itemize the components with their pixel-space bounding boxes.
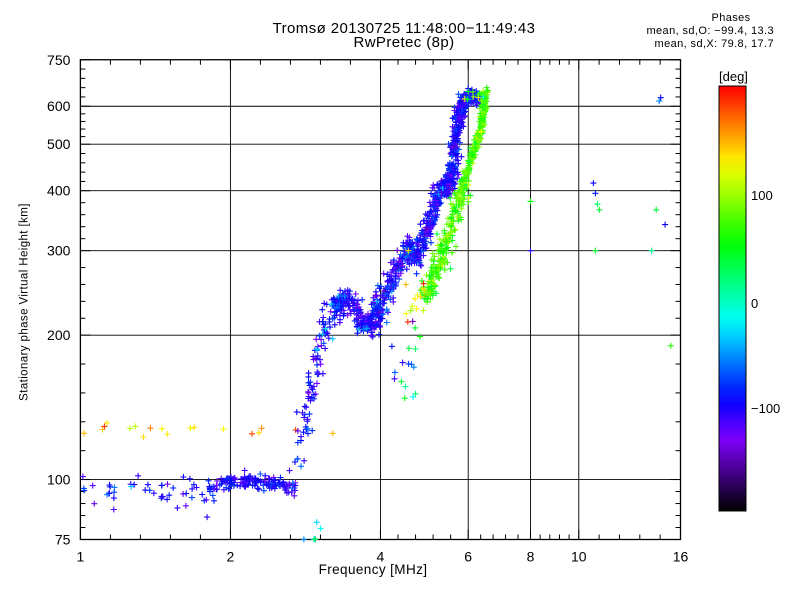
svg-text:2: 2 (227, 549, 235, 565)
svg-text:[deg]: [deg] (719, 69, 748, 84)
svg-text:0: 0 (751, 296, 758, 311)
svg-text:600: 600 (47, 98, 71, 114)
svg-text:Phases: Phases (711, 12, 750, 24)
svg-text:Stationary phase Virtual Heigh: Stationary phase Virtual Height [km] (19, 203, 31, 401)
svg-text:mean, sd,X: 79.8, 17.7: mean, sd,X: 79.8, 17.7 (655, 38, 774, 50)
svg-text:400: 400 (47, 183, 71, 199)
svg-text:500: 500 (47, 136, 71, 152)
svg-text:8: 8 (527, 549, 535, 565)
svg-text:−100: −100 (751, 401, 780, 416)
svg-text:100: 100 (751, 188, 773, 203)
svg-text:16: 16 (673, 549, 689, 565)
svg-text:75: 75 (55, 532, 71, 548)
svg-text:300: 300 (47, 243, 71, 259)
svg-text:1: 1 (77, 549, 85, 565)
svg-text:10: 10 (571, 549, 587, 565)
svg-text:6: 6 (464, 549, 472, 565)
svg-text:750: 750 (47, 52, 71, 68)
svg-text:Frequency [MHz]: Frequency [MHz] (319, 562, 428, 577)
svg-text:200: 200 (47, 327, 71, 343)
svg-text:RwPretec (8p): RwPretec (8p) (353, 34, 454, 51)
svg-text:mean, sd,O: −99.4, 13.3: mean, sd,O: −99.4, 13.3 (646, 25, 774, 37)
svg-text:100: 100 (47, 472, 71, 488)
